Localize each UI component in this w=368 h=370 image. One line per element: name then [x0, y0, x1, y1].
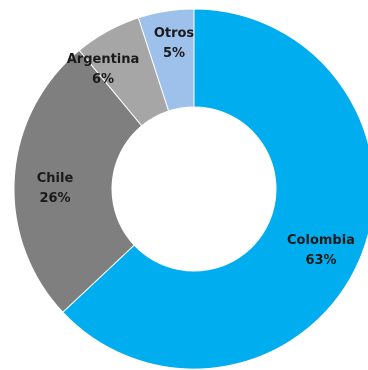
- slice-label-otros: Otros: [154, 26, 195, 41]
- slice-otros: [137, 8, 195, 112]
- slices-group: [13, 8, 368, 370]
- slice-label-colombia: Colombia: [287, 233, 355, 248]
- slice-colombia: [62, 8, 368, 370]
- slice-label-argentina: Argentina: [67, 52, 140, 67]
- labels-group: Colombia 63% Chile 26% Argentina 6% Otros 5%: [37, 26, 355, 268]
- slice-value-argentina: 6%: [92, 72, 114, 87]
- slice-value-otros: 5%: [163, 46, 185, 61]
- slice-label-chile: Chile: [37, 171, 74, 186]
- slice-value-chile: 26%: [39, 191, 70, 206]
- slice-value-colombia: 63%: [305, 253, 336, 268]
- slice-chile: [13, 49, 143, 313]
